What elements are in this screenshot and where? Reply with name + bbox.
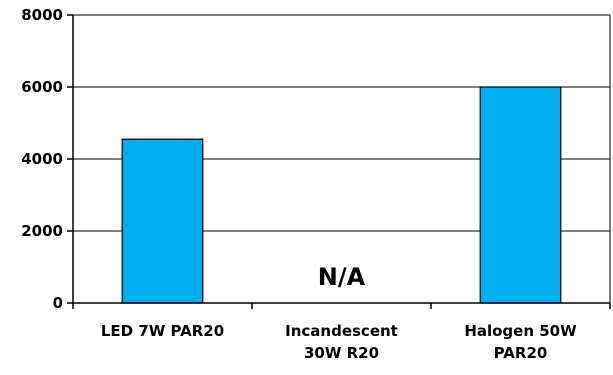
y-ticks: 0 2000 4000 6000 8000 xyxy=(21,6,73,312)
bar-2 xyxy=(479,86,562,304)
not-available-annotation: N/A xyxy=(318,263,366,291)
x-category-label: PAR20 xyxy=(494,344,548,362)
y-tick-label: 4000 xyxy=(21,150,63,168)
x-category-label: 30W R20 xyxy=(304,344,379,362)
x-category-label: Incandescent xyxy=(285,322,398,340)
annotations: N/A xyxy=(318,263,366,291)
bars xyxy=(121,86,562,304)
y-tick-label: 0 xyxy=(53,294,63,312)
y-tick-label: 2000 xyxy=(21,222,63,240)
y-tick-label: 6000 xyxy=(21,78,63,96)
category-labels: LED 7W PAR20 Incandescent 30W R20 Halogen 5… xyxy=(101,322,577,362)
y-tick-label: 8000 xyxy=(21,6,63,24)
x-category-label: Halogen 50W xyxy=(464,322,577,340)
x-category-label: LED 7W PAR20 xyxy=(101,322,224,340)
bar-0 xyxy=(121,138,204,304)
x-ticks xyxy=(72,303,611,309)
